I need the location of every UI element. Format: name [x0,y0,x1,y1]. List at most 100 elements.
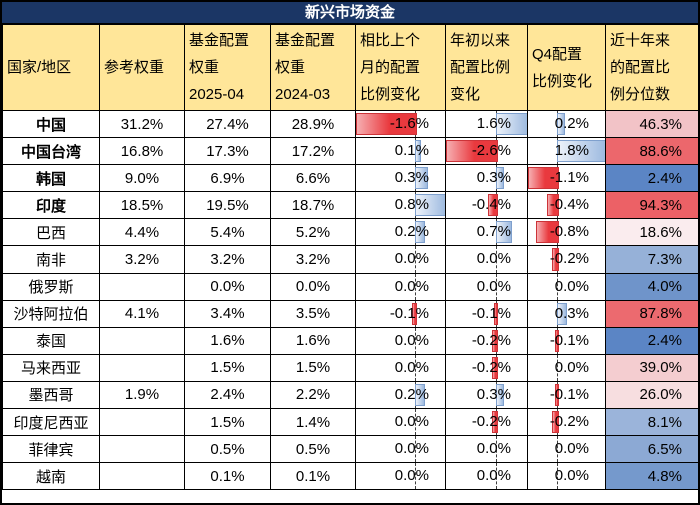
mom-change-cell: 0.0% [355,435,446,464]
q4-change-cell: -0.2% [527,245,606,274]
mom-change-cell: 0.1% [355,137,446,166]
change-value: 0.8% [394,196,429,214]
country-cell: 马来西亚 [2,353,100,382]
change-value: -0.1% [549,331,589,349]
fund-weight-2024-03-cell: 1.5% [270,353,356,382]
decade-percentile-cell: 4.8% [605,462,699,491]
column-header-ref_weight: 参考权重 [99,24,185,111]
fund-weight-2024-03-cell: 28.9% [270,109,356,139]
change-value: -0.2% [549,250,589,268]
change-value: 0.0% [476,467,511,485]
fund-weight-2024-03-cell: 5.2% [270,218,356,247]
country-cell: 泰国 [2,326,100,355]
mom-change-cell: 0.0% [355,462,446,491]
bar-axis-line [415,274,417,300]
ytd-change-cell: -0.2% [445,326,528,355]
fund-weight-2025-04-cell: 0.1% [184,462,271,491]
country-cell: 印度尼西亚 [2,408,100,437]
table-row: 菲律宾 0.5% 0.5% 0.0% 0.0% 0.0% 6.5% [2,435,699,464]
change-value: 0.0% [476,277,511,295]
positive-data-bar [557,140,605,163]
mom-change-cell: 0.0% [355,326,446,355]
fund-weight-2024-03-cell: 17.2% [270,137,356,166]
fund-weight-2024-03-cell: 0.5% [270,435,356,464]
change-value: 0.0% [394,413,429,431]
q4-change-cell: -0.8% [527,218,606,247]
change-value: 0.0% [476,440,511,458]
negative-data-bar [494,302,499,325]
country-cell: 墨西哥 [2,380,100,410]
decade-percentile-cell: 87.8% [605,299,699,328]
q4-change-cell: -0.2% [527,408,606,437]
table-row: 俄罗斯 0.0% 0.0% 0.0% 0.0% 0.0% 4.0% [2,272,699,301]
bar-axis-line [557,463,559,489]
fund-weight-2025-04-cell: 3.2% [184,245,271,274]
change-value: 0.2% [394,385,429,403]
change-value: -0.2% [471,331,511,349]
decade-percentile-cell: 39.0% [605,353,699,382]
change-value: -0.2% [549,413,589,431]
table-row: 墨西哥 1.9% 2.4% 2.2% 0.2% 0.3% -0.1% 26.0% [2,380,699,410]
negative-data-bar [492,356,499,379]
fund-weight-2025-04-cell: 6.9% [184,164,271,193]
change-value: 0.0% [554,440,589,458]
fund-weight-2025-04-cell: 1.5% [184,408,271,437]
ytd-change-cell: 1.6% [445,109,528,139]
q4-change-cell: 0.0% [527,435,606,464]
column-header-fund_weight_2025_04: 基金配置 权重 2025-04 [184,24,271,111]
ref-weight-cell [99,353,185,382]
q4-change-cell: 0.2% [527,109,606,139]
bar-axis-line [415,328,417,354]
mom-change-cell: 0.0% [355,272,446,301]
ref-weight-cell [99,462,185,491]
change-value: -2.6% [471,142,511,160]
ytd-change-cell: 0.0% [445,462,528,491]
ref-weight-cell: 18.5% [99,191,185,220]
header-row: 国家/地区 参考权重 基金配置 权重 2025-04 基金配置 权重 2024-03 相… [2,24,699,111]
mom-change-cell: -0.1% [355,299,446,328]
q4-change-cell: 1.8% [527,137,606,166]
column-header-mom_change: 相比上个 月的配置 比例变化 [355,24,446,111]
change-value: 0.0% [554,467,589,485]
change-value: -0.4% [471,196,511,214]
fund-weight-2024-03-cell: 0.1% [270,462,356,491]
negative-data-bar [446,140,499,163]
negative-data-bar [488,194,499,217]
mom-change-cell: 0.8% [355,191,446,220]
negative-data-bar [554,329,560,352]
ytd-change-cell: 0.0% [445,435,528,464]
fund-weight-2025-04-cell: 27.4% [184,109,271,139]
change-value: 0.3% [394,169,429,187]
change-value: -0.1% [471,304,511,322]
fund-weight-2024-03-cell: 1.6% [270,326,356,355]
ref-weight-cell: 31.2% [99,109,185,139]
country-cell: 菲律宾 [2,435,100,464]
change-value: 0.7% [476,223,511,241]
ytd-change-cell: -0.4% [445,191,528,220]
fund-weight-2025-04-cell: 1.6% [184,326,271,355]
table-title: 新兴市场资金 [2,2,698,24]
positive-data-bar [415,167,429,190]
decade-percentile-cell: 7.3% [605,245,699,274]
change-value: -1.1% [549,169,589,187]
q4-change-cell: 0.0% [527,353,606,382]
table-row: 南非 3.2% 3.2% 3.2% 0.0% 0.0% -0.2% 7.3% [2,245,699,274]
table-row: 沙特阿拉伯 4.1% 3.4% 3.5% -0.1% -0.1% 0.3% 87.8% [2,299,699,328]
change-value: 1.6% [476,115,511,132]
country-cell: 韩国 [2,164,100,193]
change-value: 0.3% [554,304,589,322]
change-value: 0.0% [394,467,429,485]
positive-data-bar [496,383,504,407]
ytd-change-cell: -2.6% [445,137,528,166]
bar-axis-line [415,436,417,462]
change-value: 0.3% [476,169,511,187]
q4-change-cell: -1.1% [527,164,606,193]
change-value: 0.0% [554,277,589,295]
change-value: -1.6% [389,115,429,132]
fund-weight-2024-03-cell: 3.2% [270,245,356,274]
fund-weight-2024-03-cell: 2.2% [270,380,356,410]
ref-weight-cell [99,408,185,437]
negative-data-bar [492,329,499,352]
table-row: 印度 18.5% 19.5% 18.7% 0.8% -0.4% -0.4% 94.3% [2,191,699,220]
change-value: 0.2% [554,115,589,132]
